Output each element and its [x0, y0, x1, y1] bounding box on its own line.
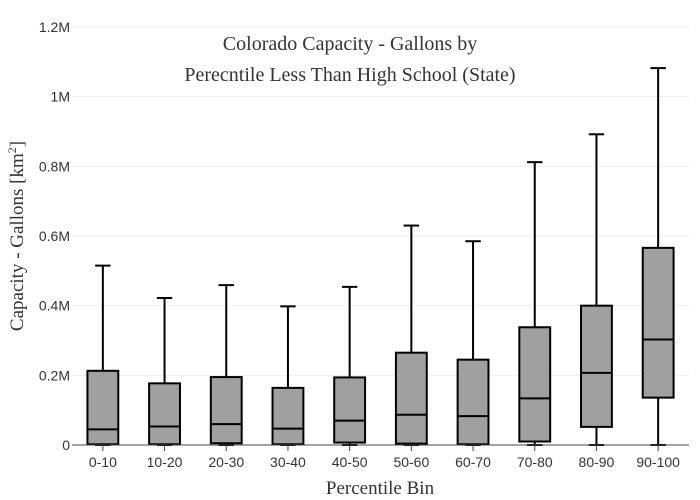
y-axis-title: Capacity - Gallons [km2]	[5, 141, 28, 331]
x-tick-label: 0-10	[89, 454, 117, 470]
box-group	[333, 285, 367, 446]
y-axis-title-sup: 2	[5, 147, 19, 153]
box-group	[148, 297, 181, 446]
x-tick-label: 60-70	[455, 454, 491, 470]
box-iqr	[209, 376, 243, 445]
x-tick-label: 40-50	[332, 454, 368, 470]
chart-title-line-2: Perecntile Less Than High School (State)	[184, 64, 515, 86]
box-group	[456, 240, 490, 446]
box-group	[641, 67, 675, 446]
box-group	[209, 284, 243, 446]
y-tick-label: 0.6M	[39, 228, 70, 244]
box-iqr	[518, 326, 552, 443]
box-iqr	[641, 246, 675, 399]
axes: 0 0.2M 0.4M 0.6M 0.8M 1M 1.2M 0-10 10-20 20-30 30-…	[39, 19, 689, 470]
y-tick-label: 1M	[51, 89, 70, 105]
box-iqr	[148, 382, 181, 446]
boxes	[86, 67, 675, 446]
y-axis-title-main: Capacity - Gallons [km	[7, 153, 28, 331]
box-group	[518, 161, 552, 446]
y-tick-label: 1.2M	[39, 19, 70, 35]
y-tick-label: 0.2M	[39, 367, 70, 383]
box-group	[394, 224, 428, 446]
x-tick-label: 50-60	[393, 454, 429, 470]
chart-title-line-1: Colorado Capacity - Gallons by	[223, 33, 477, 55]
x-axis-title: Percentile Bin	[326, 478, 435, 499]
x-tick-label: 80-90	[579, 454, 615, 470]
y-tick-label: 0.8M	[39, 158, 70, 174]
x-tick-label: 30-40	[270, 454, 306, 470]
box-iqr	[394, 351, 428, 445]
x-tick-label: 90-100	[636, 454, 680, 470]
y-tick-label: 0	[62, 437, 70, 453]
x-tick-label: 20-30	[208, 454, 244, 470]
box-iqr	[271, 386, 305, 446]
box-iqr	[580, 304, 613, 428]
box-group	[86, 264, 120, 446]
y-tick-label: 0.4M	[39, 298, 70, 314]
box-group	[580, 133, 613, 446]
x-tick-label: 10-20	[147, 454, 183, 470]
box-iqr	[86, 369, 120, 446]
x-tick-label: 70-80	[517, 454, 553, 470]
y-axis-title-close: ]	[7, 141, 28, 147]
box-iqr	[456, 358, 490, 446]
box-iqr	[333, 376, 367, 444]
